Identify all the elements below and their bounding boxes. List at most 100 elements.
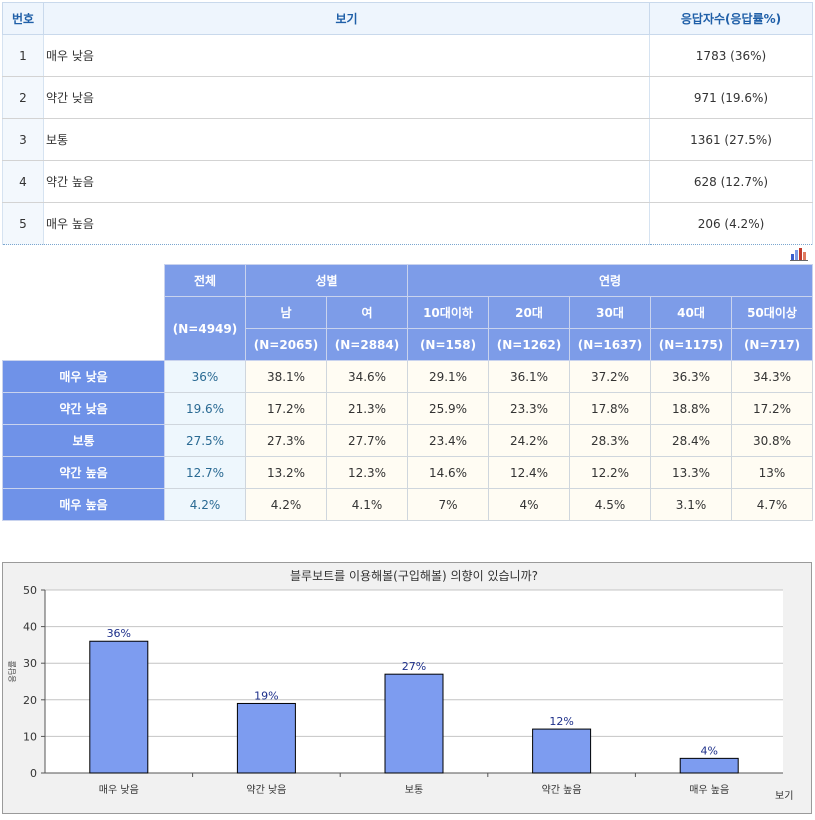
total-cell: 27.5% — [164, 424, 246, 457]
y-tick-label: 10 — [23, 730, 37, 743]
total-cell: 36% — [164, 360, 246, 393]
x-tick-label: 매우 낮음 — [99, 784, 139, 796]
col-n-age-10: (N=158) — [407, 328, 489, 361]
value-cell: 12.2% — [569, 456, 651, 489]
bar — [532, 728, 592, 774]
bar-chart: 블루보트를 이용해볼(구입해볼) 의향이 있습니까? 0 10 20 30 40 50 응답률… — [2, 562, 812, 814]
row-label: 매우 낮음 — [43, 34, 650, 77]
x-tick-label: 보통 — [405, 784, 423, 796]
total-header: 전체 — [164, 264, 246, 297]
value-cell: 12.3% — [326, 456, 408, 489]
row-header: 약간 낮음 — [2, 392, 165, 425]
col-n-male: (N=2065) — [245, 328, 327, 361]
row-num: 5 — [2, 202, 44, 245]
value-cell: 36.3% — [650, 360, 732, 393]
value-cell: 4.2% — [245, 488, 327, 521]
table-row: 5 매우 높음 206 (4.2%) — [2, 202, 813, 245]
col-header-male: 남 — [245, 296, 327, 329]
x-tick-label: 약간 높음 — [542, 784, 582, 796]
row-num: 3 — [2, 118, 44, 161]
x-tick-label: 매우 높음 — [689, 784, 729, 796]
value-cell: 3.1% — [650, 488, 732, 521]
y-tick-label: 20 — [23, 694, 37, 707]
row-header: 보통 — [2, 424, 165, 457]
value-cell: 14.6% — [407, 456, 489, 489]
total-n: (N=4949) — [164, 296, 246, 361]
header-count: 응답자수(응답률%) — [649, 2, 813, 35]
value-cell: 17.2% — [245, 392, 327, 425]
table-row: 2 약간 낮음 971 (19.6%) — [2, 76, 813, 119]
col-header-age-40: 40대 — [650, 296, 732, 329]
col-n-age-30: (N=1637) — [569, 328, 651, 361]
data-label: 12% — [549, 715, 573, 728]
row-header: 약간 높음 — [2, 456, 165, 489]
value-cell: 30.8% — [731, 424, 813, 457]
table-row: 1 매우 낮음 1783 (36%) — [2, 34, 813, 77]
bar-chart-svg: 블루보트를 이용해볼(구입해볼) 의향이 있습니까? 0 10 20 30 40 50 응답률… — [7, 569, 793, 802]
summary-table: 번호 보기 응답자수(응답률%) 1 매우 낮음 1783 (36%) 2 약간… — [2, 2, 813, 245]
col-header-age-20: 20대 — [488, 296, 570, 329]
bar — [236, 702, 296, 774]
value-cell: 13.3% — [650, 456, 732, 489]
value-cell: 23.4% — [407, 424, 489, 457]
total-cell: 19.6% — [164, 392, 246, 425]
row-label: 약간 낮음 — [43, 76, 650, 119]
value-cell: 29.1% — [407, 360, 489, 393]
col-n-female: (N=2884) — [326, 328, 408, 361]
y-tick-label: 30 — [23, 657, 37, 670]
chart-title: 블루보트를 이용해볼(구입해볼) 의향이 있습니까? — [290, 569, 538, 583]
col-n-age-50: (N=717) — [731, 328, 813, 361]
data-label: 19% — [254, 689, 278, 702]
value-cell: 4.5% — [569, 488, 651, 521]
row-num: 1 — [2, 34, 44, 77]
y-tick-label: 40 — [23, 621, 37, 634]
total-cell: 4.2% — [164, 488, 246, 521]
row-count: 971 (19.6%) — [649, 76, 813, 119]
header-option: 보기 — [43, 2, 650, 35]
col-header-age-30: 30대 — [569, 296, 651, 329]
value-cell: 27.3% — [245, 424, 327, 457]
row-count: 1361 (27.5%) — [649, 118, 813, 161]
data-label: 4% — [700, 744, 717, 757]
value-cell: 18.8% — [650, 392, 732, 425]
row-count: 206 (4.2%) — [649, 202, 813, 245]
row-count: 1783 (36%) — [649, 34, 813, 77]
bar — [89, 640, 149, 774]
value-cell: 27.7% — [326, 424, 408, 457]
data-label: 36% — [107, 627, 131, 640]
value-cell: 25.9% — [407, 392, 489, 425]
value-cell: 21.3% — [326, 392, 408, 425]
col-header-female: 여 — [326, 296, 408, 329]
value-cell: 17.2% — [731, 392, 813, 425]
bar-chart-icon[interactable] — [790, 247, 808, 261]
value-cell: 13% — [731, 456, 813, 489]
bar — [384, 673, 444, 774]
value-cell: 7% — [407, 488, 489, 521]
age-header: 연령 — [407, 264, 813, 297]
value-cell: 36.1% — [488, 360, 570, 393]
value-cell: 4.1% — [326, 488, 408, 521]
row-count: 628 (12.7%) — [649, 160, 813, 203]
value-cell: 13.2% — [245, 456, 327, 489]
row-num: 4 — [2, 160, 44, 203]
table-row: 4 약간 높음 628 (12.7%) — [2, 160, 813, 203]
col-header-age-50: 50대이상 — [731, 296, 813, 329]
crosstab-row: 약간 낮음 19.6% 17.2% 21.3% 25.9% 23.3% 17.8… — [2, 392, 813, 425]
value-cell: 34.3% — [731, 360, 813, 393]
value-cell: 28.4% — [650, 424, 732, 457]
row-label: 보통 — [43, 118, 650, 161]
x-tick-label: 약간 낮음 — [246, 784, 286, 796]
row-header: 매우 높음 — [2, 488, 165, 521]
value-cell: 4% — [488, 488, 570, 521]
value-cell: 38.1% — [245, 360, 327, 393]
y-tick-label: 50 — [23, 584, 37, 597]
total-cell: 12.7% — [164, 456, 246, 489]
row-label: 약간 높음 — [43, 160, 650, 203]
row-header: 매우 낮음 — [2, 360, 165, 393]
header-num: 번호 — [2, 2, 44, 35]
crosstab-row: 매우 낮음 36% 38.1% 34.6% 29.1% 36.1% 37.2% … — [2, 360, 813, 393]
blank-corner — [2, 264, 165, 361]
bar — [679, 757, 739, 774]
value-cell: 17.8% — [569, 392, 651, 425]
crosstab-row: 매우 높음 4.2% 4.2% 4.1% 7% 4% 4.5% 3.1% 4.7… — [2, 488, 813, 521]
